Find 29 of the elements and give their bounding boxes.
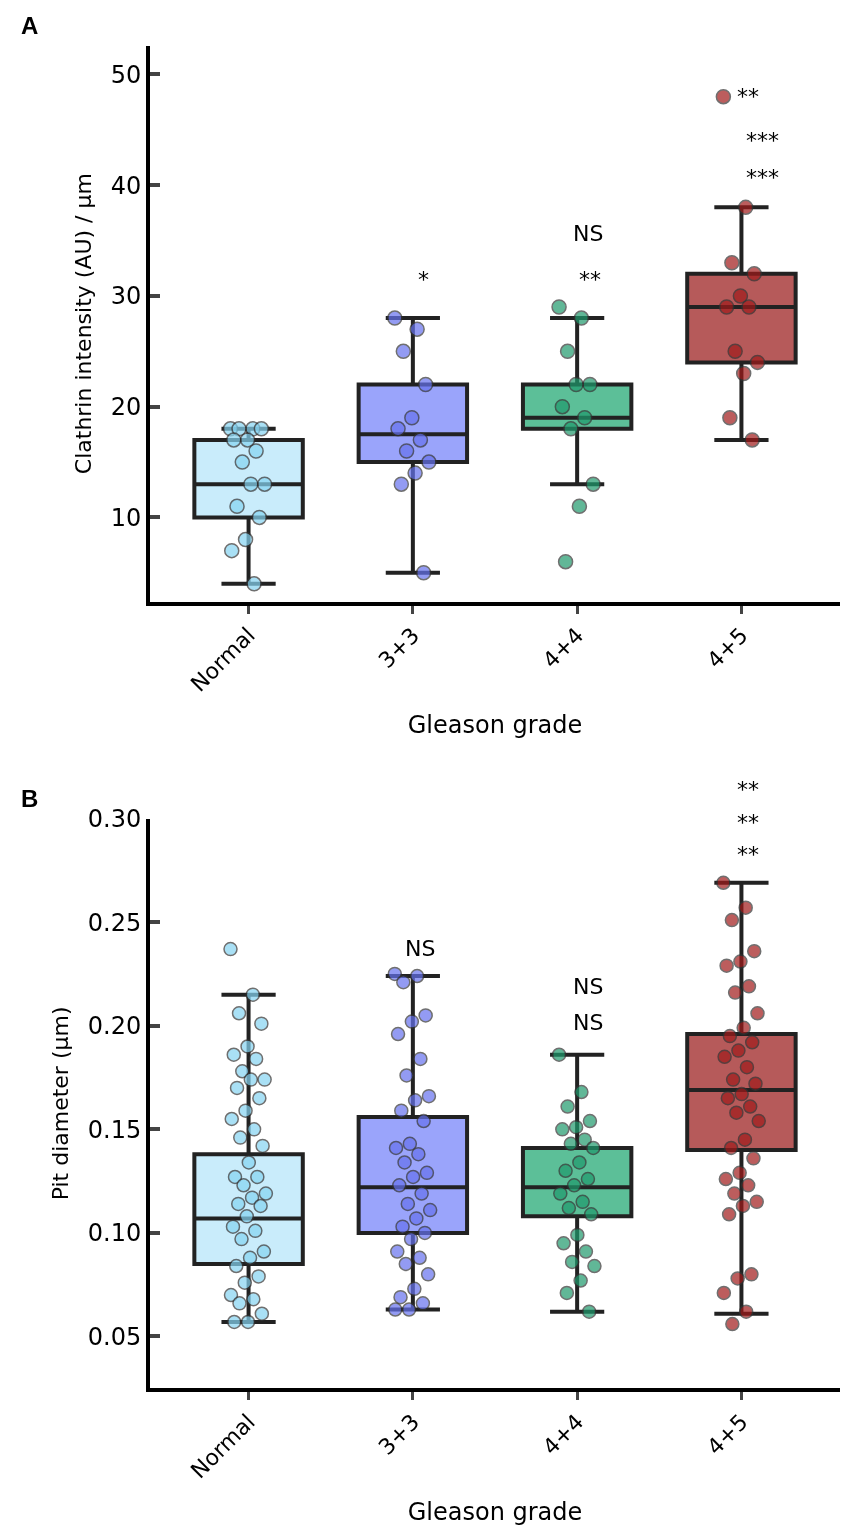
x-axis-title: Gleason grade <box>407 1498 583 1527</box>
y-tick-label: 0.20 <box>87 1012 142 1041</box>
y-tick-label: 0.10 <box>87 1219 142 1248</box>
y-tick-label: 40 <box>110 171 142 200</box>
y-tick-label: 0.15 <box>87 1115 142 1144</box>
y-tick-label: 10 <box>110 503 142 532</box>
annotation: ** <box>579 267 601 292</box>
chart-title: A <box>21 12 39 39</box>
y-tick-label: 50 <box>110 60 142 89</box>
annotation: NS <box>405 936 436 961</box>
chart-title: B <box>21 785 39 812</box>
annotation: NS <box>573 1010 604 1035</box>
y-axis-title: Pit diameter (µm) <box>48 1006 74 1201</box>
annotation: ** <box>737 84 759 109</box>
annotation: *** <box>746 128 779 153</box>
y-tick-label: 0.05 <box>87 1322 142 1351</box>
annotation: NS <box>573 221 604 246</box>
annotation: ** <box>737 842 759 867</box>
annotation: *** <box>746 165 779 190</box>
annotation: NS <box>573 974 604 999</box>
text: ** <box>737 777 759 802</box>
y-tick-label: 0.25 <box>87 908 142 937</box>
annotation: * <box>418 267 429 292</box>
y-tick-label: 20 <box>110 393 142 422</box>
y-tick-label: 0.30 <box>87 804 142 833</box>
y-tick-label: 30 <box>110 282 142 311</box>
annotation: ** <box>737 810 759 835</box>
y-axis-title: Clathrin intensity (AU) / µm <box>70 173 96 475</box>
x-axis-title: Gleason grade <box>407 711 583 740</box>
